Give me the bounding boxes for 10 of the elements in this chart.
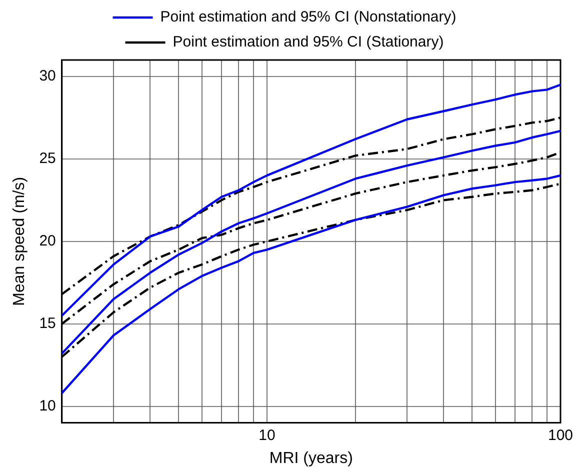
y-tick-label: 15 — [39, 314, 56, 332]
x-tick-label: 100 — [548, 426, 573, 444]
legend-label: Point estimation and 95% CI (Stationary) — [172, 34, 444, 51]
x-axis-title: MRI (years) — [269, 450, 353, 467]
y-axis-title: Mean speed (m/s) — [11, 176, 28, 306]
legend-label: Point estimation and 95% CI (Nonstationary) — [160, 8, 456, 26]
y-tick-label: 30 — [39, 68, 56, 85]
y-tick-label: 20 — [39, 232, 56, 250]
y-tick-label: 25 — [39, 150, 56, 168]
y-tick-label: 10 — [39, 397, 56, 414]
